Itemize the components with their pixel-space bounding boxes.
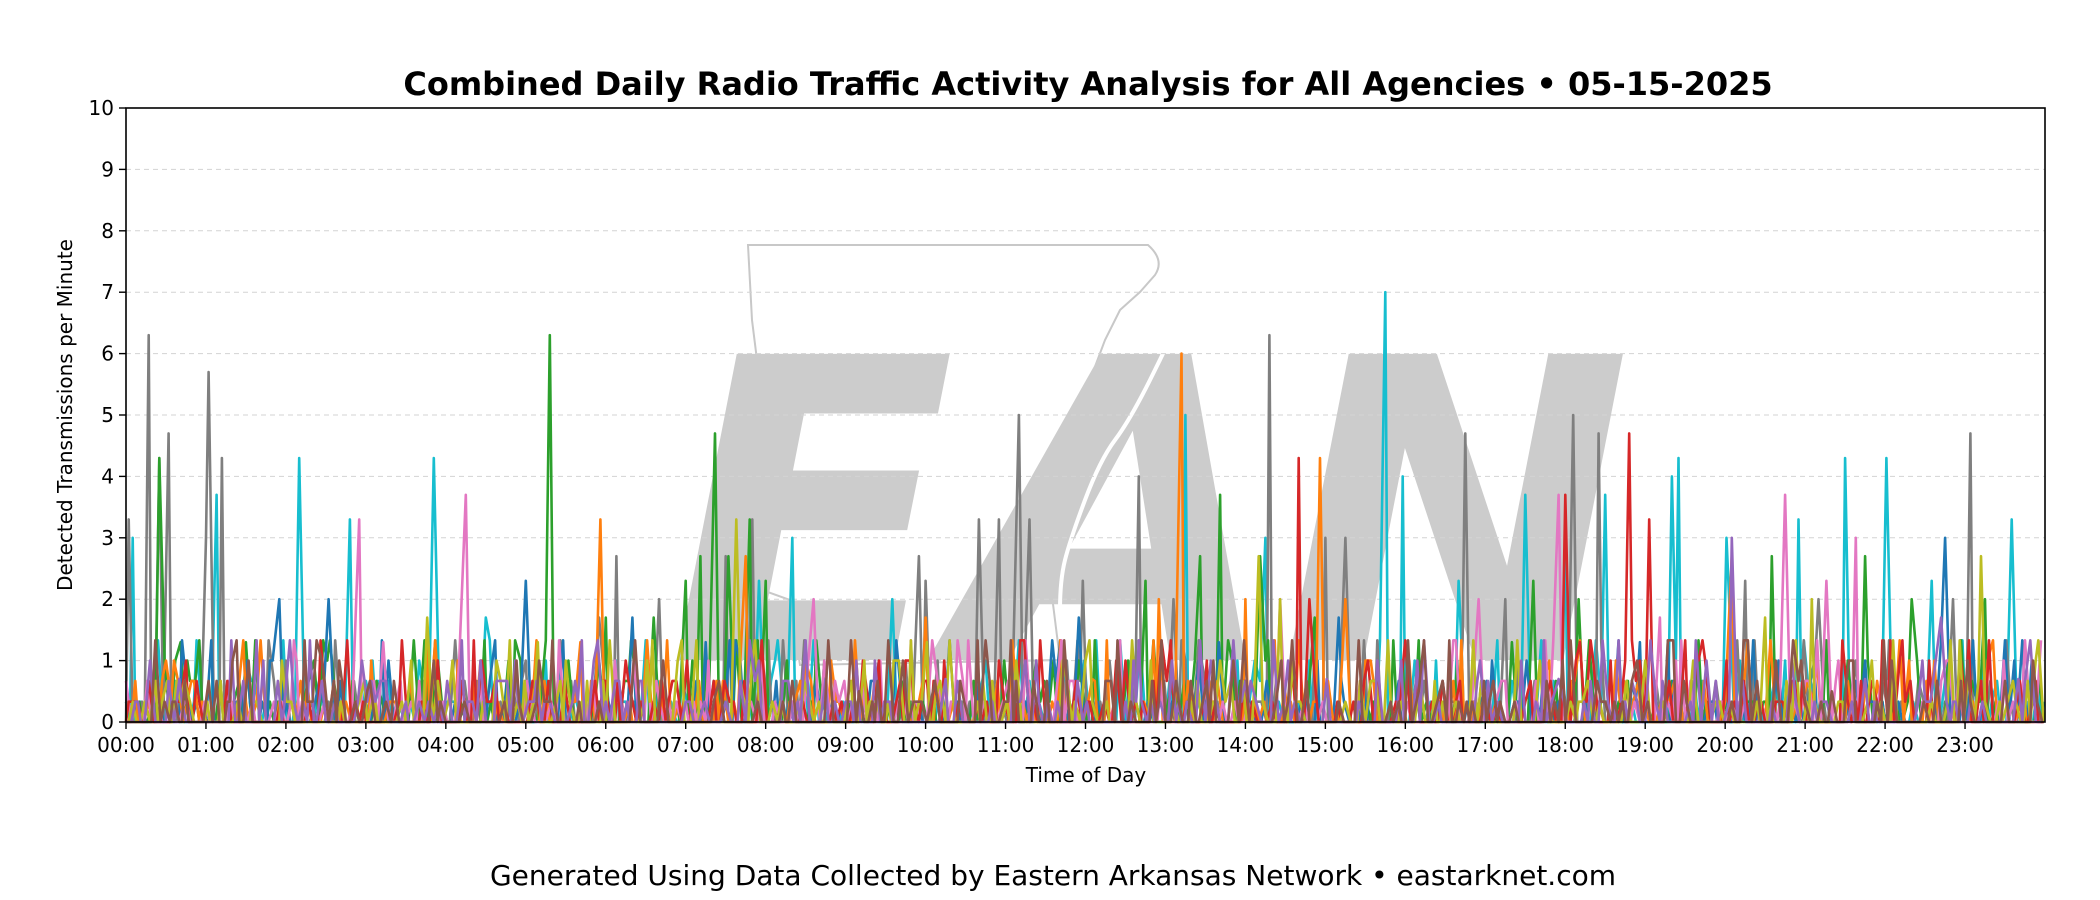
x-tick-label: 13:00 [1137, 733, 1195, 757]
x-tick-label: 19:00 [1616, 733, 1674, 757]
y-axis-label: Detected Transmissions per Minute [53, 239, 77, 591]
x-tick-label: 11:00 [977, 733, 1035, 757]
x-tick-label: 09:00 [817, 733, 875, 757]
x-tick-label: 20:00 [1696, 733, 1754, 757]
x-tick-label: 14:00 [1217, 733, 1275, 757]
x-tick-label: 00:00 [97, 733, 155, 757]
watermark-state-outline [746, 244, 1160, 667]
chart-title: Combined Daily Radio Traffic Activity An… [403, 65, 1772, 103]
x-tick-label: 05:00 [497, 733, 555, 757]
y-tick-label: 8 [101, 219, 114, 243]
x-tick-label: 08:00 [737, 733, 795, 757]
x-tick-label: 03:00 [337, 733, 395, 757]
x-axis: 00:00 01:00 02:00 03:00 04:00 05:00 06:00 07:00… [97, 722, 1994, 757]
y-tick-label: 4 [101, 464, 114, 488]
y-tick-label: 2 [101, 587, 114, 611]
x-tick-label: 12:00 [1057, 733, 1115, 757]
x-tick-label: 23:00 [1936, 733, 1994, 757]
x-tick-label: 15:00 [1297, 733, 1355, 757]
x-axis-label: Time of Day [1025, 763, 1147, 787]
y-tick-label: 0 [101, 710, 114, 734]
x-tick-label: 16:00 [1377, 733, 1435, 757]
footer-credit: Generated Using Data Collected by Easter… [490, 859, 1616, 892]
y-tick-label: 5 [101, 403, 114, 427]
y-tick-label: 3 [101, 526, 114, 550]
watermark-river [1057, 299, 1190, 661]
x-tick-label: 02:00 [257, 733, 315, 757]
y-tick-label: 9 [101, 157, 114, 181]
y-tick-label: 6 [101, 342, 114, 366]
x-tick-label: 22:00 [1856, 733, 1914, 757]
y-tick-label: 10 [89, 96, 114, 120]
y-tick-label: 7 [101, 280, 114, 304]
x-tick-label: 18:00 [1536, 733, 1594, 757]
x-tick-label: 10:00 [897, 733, 955, 757]
x-tick-label: 17:00 [1456, 733, 1514, 757]
x-tick-label: 01:00 [177, 733, 235, 757]
y-tick-label: 1 [101, 649, 114, 673]
x-tick-label: 07:00 [657, 733, 715, 757]
y-axis: 0 1 2 3 4 5 6 7 8 9 10 [89, 96, 126, 734]
x-tick-label: 06:00 [577, 733, 635, 757]
x-tick-label: 21:00 [1776, 733, 1834, 757]
grid-lines [126, 168, 2045, 662]
x-tick-label: 04:00 [417, 733, 475, 757]
